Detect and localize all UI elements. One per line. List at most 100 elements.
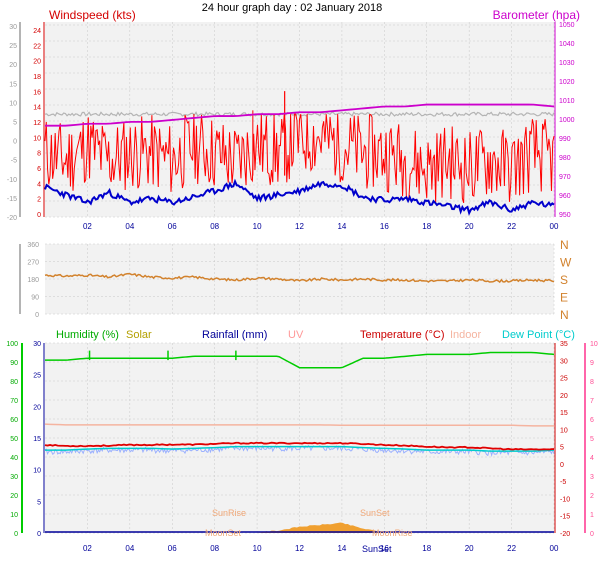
- p3-uv-tick: 3: [590, 474, 594, 481]
- p3-rain-tick: 20: [33, 404, 41, 411]
- p3-time-tick-label: 10: [253, 544, 262, 553]
- p3-time-tick-label: 12: [295, 544, 304, 553]
- p3-temp-tick: 5: [560, 445, 564, 452]
- barometer-line: [45, 103, 555, 127]
- p3-uv-tick: 8: [590, 379, 594, 386]
- p3-temp-tick: 35: [560, 341, 568, 348]
- legend-indoor: Indoor: [450, 329, 482, 341]
- chart-title: 24 hour graph day : 02 January 2018: [202, 2, 382, 14]
- p1-outer-tick: 0: [13, 139, 17, 146]
- p3-uv-tick: 5: [590, 436, 594, 443]
- p3-uv-tick: 6: [590, 417, 594, 424]
- p2-dir-tick: 90: [31, 295, 39, 302]
- p1-outer-tick: -15: [7, 196, 17, 203]
- p3-temp-tick: 25: [560, 376, 568, 383]
- p1-time-tick-label: 12: [295, 222, 304, 231]
- p1-outer-tick: 25: [9, 43, 17, 50]
- panel1-label-left: Windspeed (kts): [49, 8, 136, 22]
- p1-baro-tick: 1050: [559, 22, 575, 29]
- panel1-series: [44, 91, 555, 216]
- p2-dir-tick: 270: [27, 260, 39, 267]
- p1-time-tick-label: 20: [465, 222, 474, 231]
- p3-uv-tick: 1: [590, 512, 594, 519]
- p1-time-tick-label: 08: [210, 222, 219, 231]
- p3-time-tick-label: 04: [125, 544, 134, 553]
- p1-time-tick-label: 10: [253, 222, 262, 231]
- p1-baro-tick: 970: [559, 174, 571, 181]
- legend-humidity: Humidity (%): [56, 329, 119, 341]
- p2-compass-tick: E: [560, 291, 568, 305]
- p1-wind-tick: 14: [33, 105, 41, 112]
- p3-humidity-tick: 80: [10, 379, 18, 386]
- solar-area: [45, 522, 554, 533]
- p2-dir-tick: 180: [27, 277, 39, 284]
- p3-temp-tick: -5: [560, 479, 566, 486]
- legend-solar: Solar: [126, 329, 152, 341]
- sunset-axis-label: SunSet: [362, 544, 392, 554]
- p1-time-tick-label: 16: [380, 222, 389, 231]
- p3-time-tick-label: 14: [337, 544, 346, 553]
- p1-time-tick-label: 18: [422, 222, 431, 231]
- wind-direction-line: [44, 272, 555, 284]
- p1-outer-tick: -5: [11, 158, 17, 165]
- p3-time-tick-label: 22: [507, 544, 516, 553]
- p1-time-tick-label: 02: [83, 222, 92, 231]
- p1-baro-tick: 1040: [559, 41, 575, 48]
- p3-temp-tick: 20: [560, 393, 568, 400]
- p1-outer-tick: 30: [9, 24, 17, 31]
- panel2-series: [44, 272, 555, 284]
- p3-rain-tick: 15: [33, 436, 41, 443]
- p3-rain-tick: 0: [37, 531, 41, 538]
- p1-baro-tick: 1030: [559, 60, 575, 67]
- p3-humidity-tick: 30: [10, 474, 18, 481]
- p1-outer-tick: 5: [13, 120, 17, 127]
- p1-time-tick-label: 00: [550, 222, 559, 231]
- p3-time-tick-label: 20: [465, 544, 474, 553]
- moonrise-label: MoonRise: [372, 528, 413, 538]
- panel1-label-right: Barometer (hpa): [493, 8, 580, 22]
- p3-time-tick-label: 00: [550, 544, 559, 553]
- avg-wind-line: [44, 178, 555, 216]
- indoor-temp-line: [44, 423, 554, 427]
- panel3-series: [44, 350, 555, 533]
- p1-baro-tick: 1000: [559, 117, 575, 124]
- p3-temp-tick: -20: [560, 531, 570, 538]
- legend-uv: UV: [288, 329, 304, 341]
- p1-baro-tick: 990: [559, 136, 571, 143]
- p3-time-tick-label: 02: [83, 544, 92, 553]
- p1-outer-tick: -20: [7, 215, 17, 222]
- p1-outer-tick: -10: [7, 177, 17, 184]
- p3-humidity-tick: 70: [10, 398, 18, 405]
- p1-time-tick-label: 22: [507, 222, 516, 231]
- p3-time-tick-label: 06: [168, 544, 177, 553]
- p2-compass-tick: N: [560, 308, 569, 322]
- p3-rain-tick: 5: [37, 499, 41, 506]
- p3-rain-tick: 25: [33, 373, 41, 380]
- p1-wind-tick: 22: [33, 43, 41, 50]
- p3-uv-tick: 0: [590, 531, 594, 538]
- p1-wind-tick: 4: [37, 181, 41, 188]
- p1-wind-tick: 18: [33, 74, 41, 81]
- temperature-line: [44, 441, 555, 451]
- p3-rain-tick: 10: [33, 468, 41, 475]
- humidity-line: [45, 351, 555, 369]
- p1-baro-tick: 960: [559, 193, 571, 200]
- p3-temp-tick: -15: [560, 514, 570, 521]
- p1-outer-tick: 15: [9, 81, 17, 88]
- sunset-label: SunSet: [360, 508, 390, 518]
- p3-temp-tick: 15: [560, 410, 568, 417]
- p2-compass-tick: S: [560, 273, 568, 287]
- legend-dewpoint: Dew Point (°C): [502, 329, 575, 341]
- p3-temp-tick: -10: [560, 496, 570, 503]
- legend-rainfall: Rainfall (mm): [202, 329, 267, 341]
- p1-time-tick-label: 14: [337, 222, 346, 231]
- p3-uv-tick: 4: [590, 455, 594, 462]
- p3-rain-tick: 30: [33, 341, 41, 348]
- p3-humidity-tick: 50: [10, 436, 18, 443]
- p3-temp-tick: 10: [560, 427, 568, 434]
- dewpoint-line: [45, 445, 555, 452]
- p2-compass-tick: W: [560, 256, 572, 270]
- panel3-axes: 1009080706050403020100302520151050353025…: [6, 341, 598, 538]
